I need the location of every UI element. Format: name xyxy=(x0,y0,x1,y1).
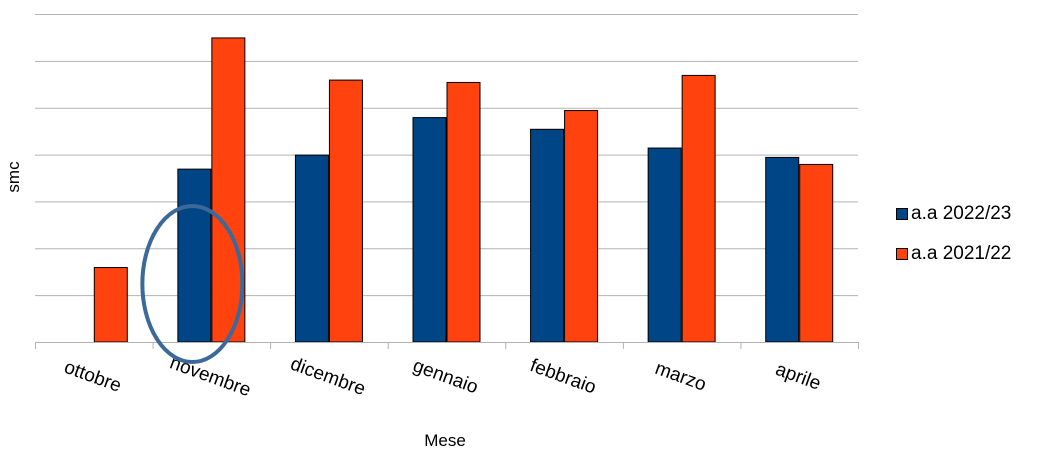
bar-a-a-2022-23-gennaio xyxy=(412,117,447,343)
bar-a-a-2021-22-ottobre xyxy=(93,267,128,343)
x-tick-label: aprile xyxy=(773,359,824,395)
bar-a-a-2021-22-gennaio xyxy=(446,81,481,343)
bar-a-a-2021-22-marzo xyxy=(681,74,716,343)
legend-swatch xyxy=(896,248,908,260)
bar-a-a-2022-23-aprile xyxy=(765,156,800,343)
bar-a-a-2021-22-febbraio xyxy=(564,110,599,343)
highlight-ellipse xyxy=(140,204,245,364)
bar-a-a-2021-22-aprile xyxy=(799,163,834,343)
x-tick-label: ottobre xyxy=(61,357,124,397)
legend: a.a 2022/23 a.a 2021/22 xyxy=(896,203,1011,264)
x-tick-label: dicembre xyxy=(287,354,368,400)
y-axis-title: smc xyxy=(4,161,23,193)
x-axis-title: Mese xyxy=(424,431,466,450)
bars xyxy=(93,37,834,343)
bar-a-a-2021-22-dicembre xyxy=(328,79,363,343)
bar-a-a-2022-23-dicembre xyxy=(294,154,329,343)
bar-a-a-2022-23-novembre xyxy=(177,168,212,343)
legend-label: a.a 2021/22 xyxy=(911,243,1011,264)
bar-a-a-2022-23-febbraio xyxy=(530,128,565,343)
bar-a-a-2022-23-marzo xyxy=(647,147,682,343)
legend-label: a.a 2022/23 xyxy=(911,203,1011,224)
axes xyxy=(35,342,859,349)
legend-swatch xyxy=(896,208,908,220)
x-tick-label: marzo xyxy=(652,358,709,396)
x-tick-label: febbraio xyxy=(527,355,599,398)
x-tick-label: gennaio xyxy=(410,355,481,398)
annotation-ellipse xyxy=(140,204,245,364)
